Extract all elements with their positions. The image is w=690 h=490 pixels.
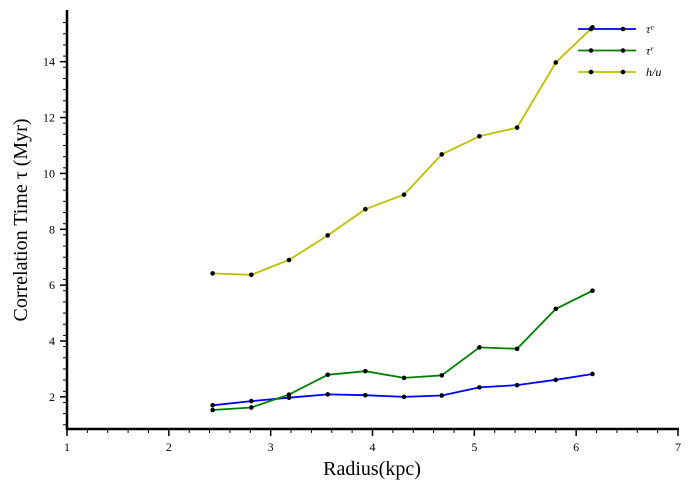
data-point	[210, 402, 215, 408]
legend-marker	[620, 26, 626, 32]
data-point	[363, 206, 368, 212]
legend-marker	[620, 48, 626, 53]
y-tick-label: 12	[43, 111, 55, 125]
data-point	[439, 152, 445, 157]
x-tick-label: 1	[64, 440, 70, 454]
data-point	[249, 405, 254, 410]
series-line	[212, 26, 594, 276]
data-point	[477, 133, 482, 139]
data-point	[477, 385, 482, 390]
x-tick-label: 6	[573, 440, 579, 454]
series-line	[212, 289, 593, 411]
legend-label: τʳ	[646, 44, 654, 58]
data-point	[439, 393, 445, 398]
legend-label: τᵉ	[646, 22, 654, 36]
data-point	[514, 125, 520, 130]
data-point	[286, 257, 292, 263]
data-point	[210, 407, 215, 413]
x-tick-label: 5	[471, 440, 477, 454]
legend: τᵉ τʳ h/u	[578, 22, 661, 79]
x-tick-label: 4	[370, 440, 376, 454]
y-tick-label: 10	[43, 166, 55, 180]
y-axis-title: Correlation Time τ (Myr)	[10, 118, 32, 321]
data-point	[553, 377, 559, 383]
data-point	[553, 306, 559, 312]
plot-lines	[210, 25, 595, 413]
data-point	[249, 272, 254, 278]
x-tick-label: 7	[675, 440, 681, 454]
data-point	[439, 373, 445, 378]
x-tick-label: 3	[268, 440, 274, 454]
axes	[65, 10, 679, 431]
legend-marker	[588, 48, 594, 53]
data-point	[514, 382, 520, 388]
y-tick-label: 2	[49, 390, 55, 404]
y-tick-label: 8	[49, 222, 55, 236]
x-tick-label: 2	[166, 440, 172, 454]
data-point	[325, 372, 330, 378]
y-tick-label: 14	[43, 55, 55, 69]
data-point	[210, 271, 215, 276]
legend-marker	[588, 26, 594, 32]
data-point	[477, 345, 482, 350]
data-point	[286, 392, 292, 397]
data-point	[363, 368, 368, 374]
data-point	[590, 371, 595, 377]
data-point	[590, 288, 595, 294]
y-tick-label: 4	[49, 334, 55, 348]
data-point	[401, 394, 407, 400]
legend-marker	[620, 69, 626, 75]
data-point	[553, 60, 559, 65]
data-point	[514, 346, 520, 352]
data-point	[325, 392, 330, 397]
legend-marker	[588, 69, 594, 75]
data-point	[363, 392, 368, 398]
data-point	[401, 375, 407, 381]
y-tick-label: 6	[49, 278, 55, 292]
x-axis-title: Radius(kpc)	[323, 458, 421, 480]
data-point	[249, 398, 254, 404]
legend-label: h/u	[646, 65, 661, 79]
data-point	[401, 192, 407, 197]
data-point	[325, 233, 330, 238]
